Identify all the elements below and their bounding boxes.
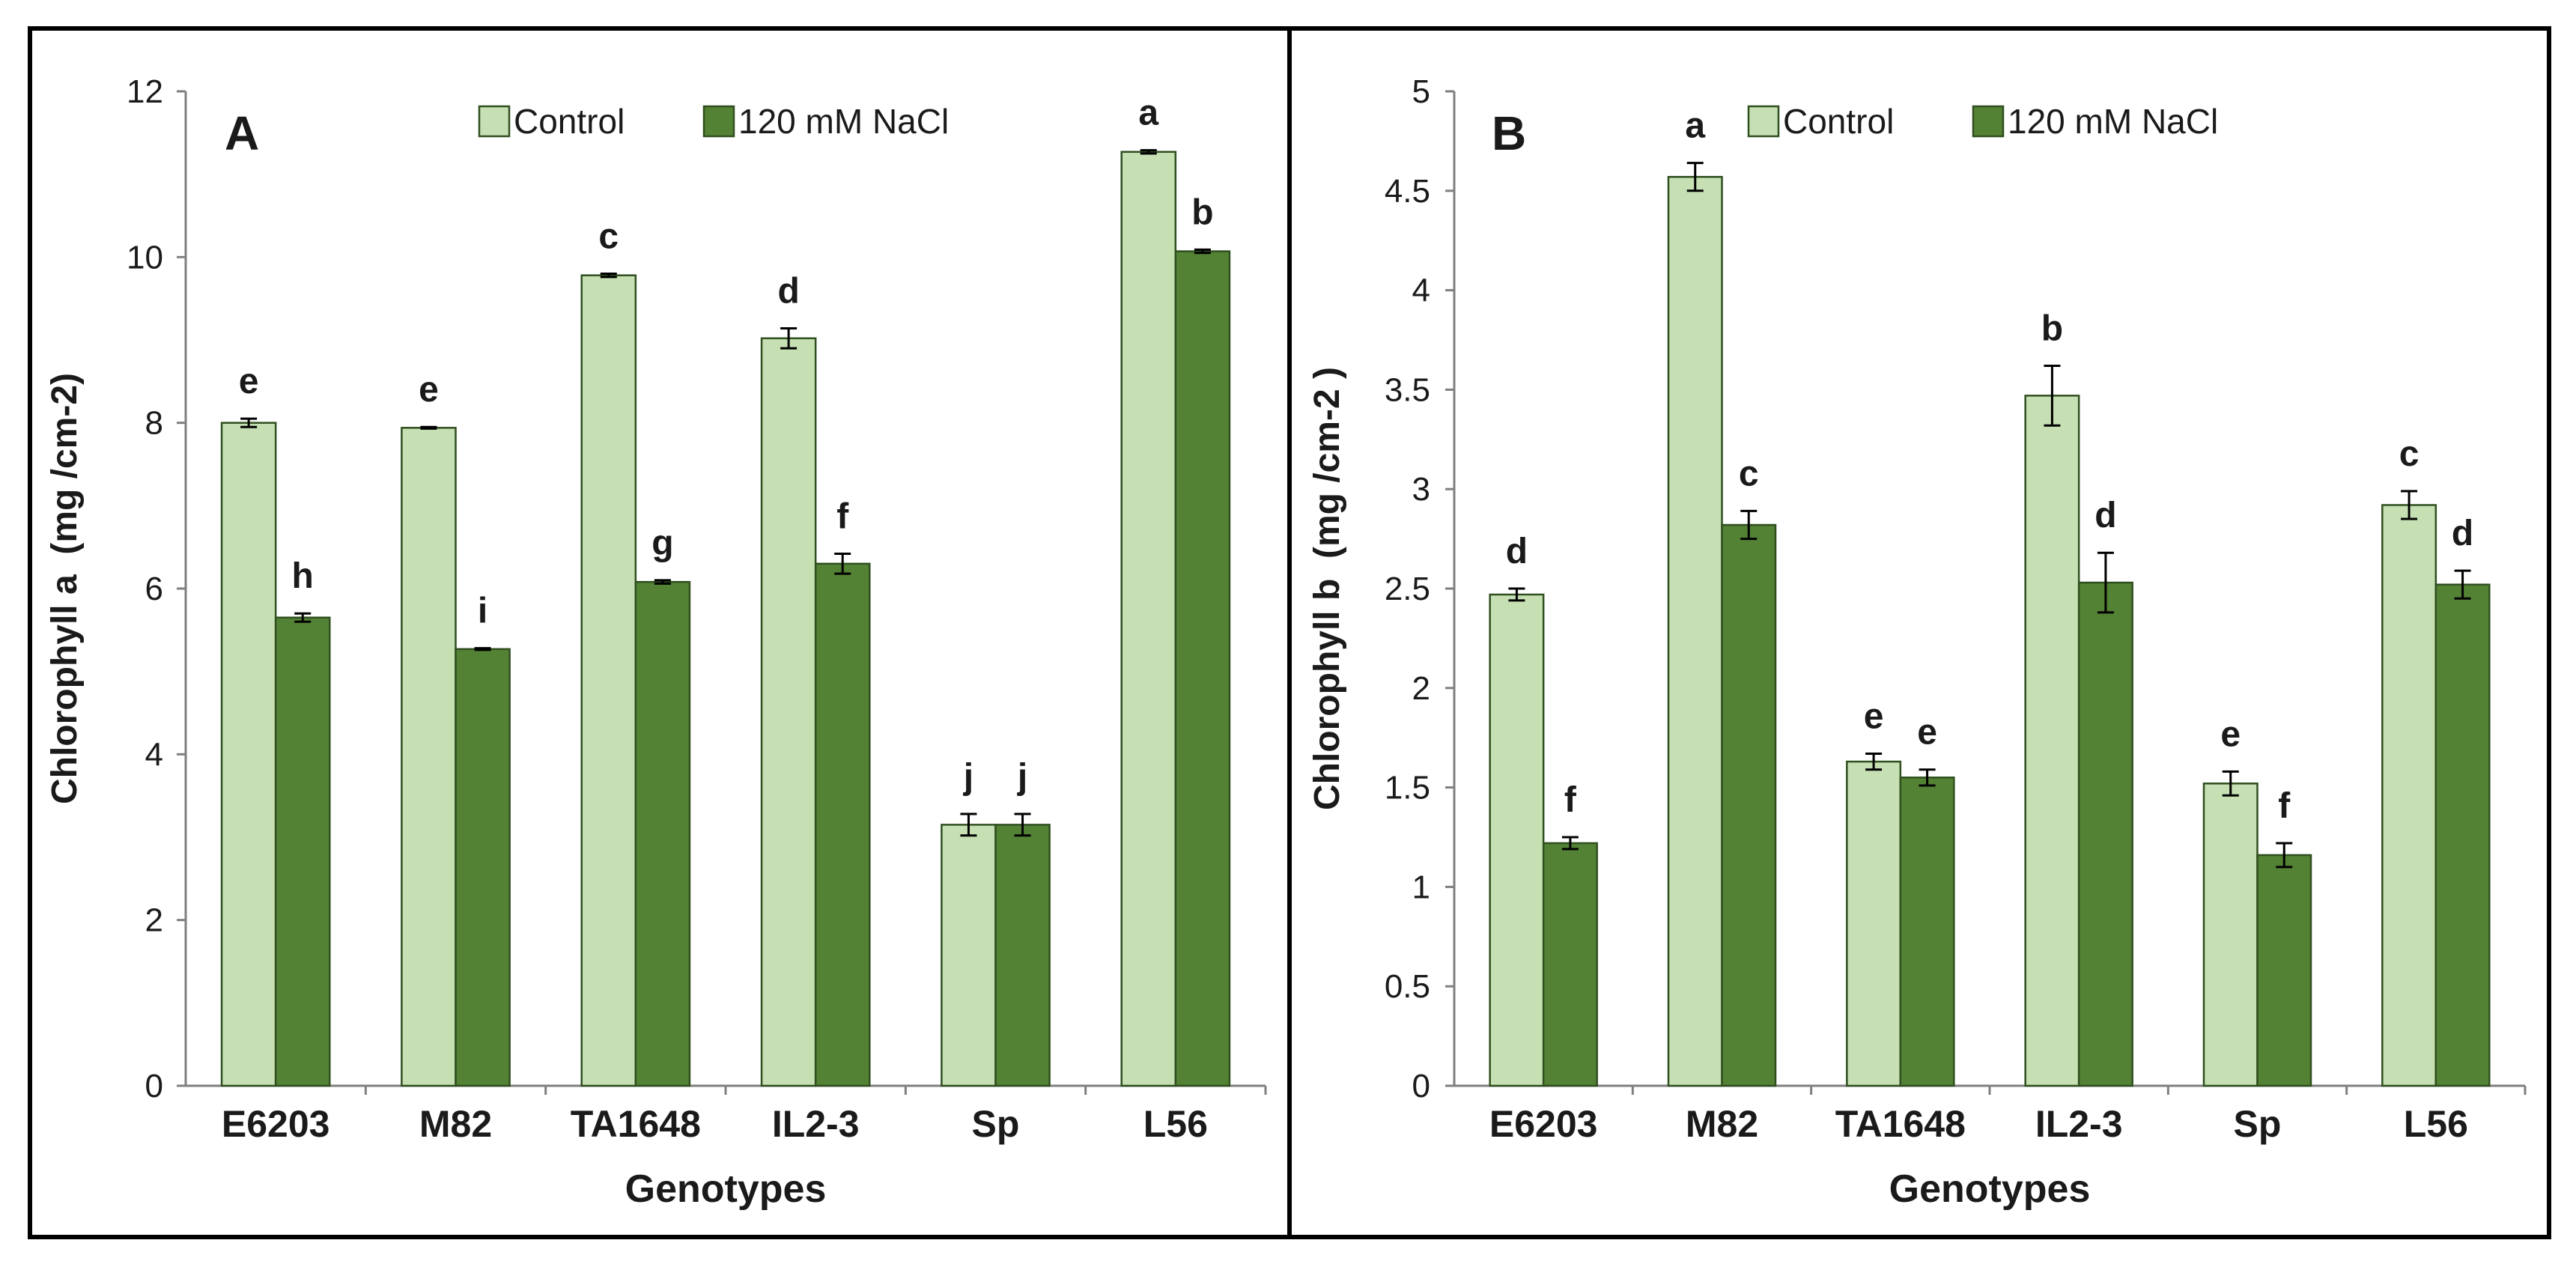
panel-a-bar-control bbox=[580, 274, 637, 1087]
panel-a-significance-letter: e bbox=[239, 362, 259, 401]
panel-a-bar-control bbox=[1120, 151, 1177, 1087]
panel-a-significance-letter: i bbox=[478, 592, 487, 631]
panel-a-y-axis-label: Chlorophyll a (mg /cm-2) bbox=[45, 373, 85, 804]
panel-b-chart: 0 0.5 1 1.5 2 2.5 3 3.5 4 4.5 5 E6203 d f M82 a c TA1648 e… bbox=[1307, 73, 2527, 1211]
panel-a-x-tick-label: TA1648 bbox=[571, 1103, 701, 1145]
panel-b-significance-letter: e bbox=[1917, 713, 1937, 753]
panel-a-significance-letter: d bbox=[777, 272, 799, 312]
panel-a-bar-nacl bbox=[814, 562, 871, 1087]
panel-a-bar-nacl bbox=[455, 648, 511, 1087]
panel-b-x-axis-label: Genotypes bbox=[1889, 1167, 2091, 1211]
panel-b-legend-swatch bbox=[1972, 105, 2005, 138]
panel-b-significance-letter: e bbox=[1864, 696, 1884, 736]
panel-b-x-tick-label: M82 bbox=[1686, 1103, 1758, 1145]
panel-a-significance-letter: a bbox=[1138, 94, 1158, 133]
panel-b-bar-nacl bbox=[2434, 583, 2491, 1087]
panel-b-significance-letter: d bbox=[2094, 496, 2116, 535]
panel-b-y-tick-label: 4 bbox=[1412, 273, 1430, 309]
panel-b-bar-control bbox=[1489, 593, 1545, 1087]
panel-b-frame bbox=[1287, 26, 2551, 1239]
panel-a-x-axis-label: Genotypes bbox=[625, 1167, 827, 1211]
panel-a-y-tick-label: 6 bbox=[145, 571, 163, 607]
panel-a-bar-nacl bbox=[994, 824, 1051, 1087]
panel-b-significance-letter: b bbox=[2041, 309, 2063, 349]
panel-b-bar-nacl bbox=[2077, 581, 2133, 1087]
panel-a-significance-letter: h bbox=[292, 556, 314, 596]
panel-b-significance-letter: d bbox=[2452, 514, 2473, 553]
panel-b-significance-letter: f bbox=[1564, 780, 1577, 820]
panel-b-x-tick-label: Sp bbox=[2234, 1103, 2282, 1145]
panel-b-panel-label: B bbox=[1492, 106, 1526, 160]
panel-b-y-tick-label: 3.5 bbox=[1385, 371, 1430, 408]
panel-b-bar-control bbox=[2202, 783, 2258, 1087]
panel-a-y-tick-label: 8 bbox=[145, 405, 163, 442]
panel-a-significance-letter: e bbox=[419, 370, 439, 410]
panel-a-y-tick-label: 4 bbox=[145, 736, 163, 773]
panel-a-legend-swatch bbox=[478, 105, 511, 138]
panel-b-significance-letter: d bbox=[1506, 532, 1528, 571]
panel-a-y-tick-label: 12 bbox=[127, 73, 163, 110]
panel-b-y-axis-label: Chlorophyll b (mg /cm-2 ) bbox=[1307, 367, 1347, 810]
panel-b-y-tick-label: 0 bbox=[1412, 1068, 1430, 1104]
panel-b-legend-label: Control bbox=[1783, 102, 1894, 141]
panel-a-significance-letter: f bbox=[836, 497, 849, 537]
panel-a-significance-letter: c bbox=[598, 216, 619, 256]
panel-a-x-tick-label: E6203 bbox=[222, 1103, 330, 1145]
panel-a-bar-control bbox=[220, 422, 277, 1087]
panel-b-significance-letter: e bbox=[2220, 714, 2241, 754]
panel-a-x-tick-label: M82 bbox=[419, 1103, 492, 1145]
panel-a-legend-swatch bbox=[702, 105, 735, 138]
panel-a-significance-letter: j bbox=[1017, 757, 1027, 797]
panel-b-legend-swatch bbox=[1747, 105, 1780, 138]
panel-a-significance-letter: b bbox=[1191, 192, 1213, 232]
panel-b-x-tick-label: L56 bbox=[2404, 1103, 2468, 1145]
panel-a-bar-nacl bbox=[1174, 250, 1231, 1087]
panel-b-significance-letter: f bbox=[2278, 786, 2291, 826]
panel-b-x-tick-label: TA1648 bbox=[1835, 1103, 1966, 1145]
panel-b-x-tick-label: E6203 bbox=[1489, 1103, 1598, 1145]
panel-b-y-tick-label: 5 bbox=[1412, 73, 1430, 110]
panel-a-y-tick-label: 10 bbox=[127, 239, 163, 276]
panel-a-x-tick-label: IL2-3 bbox=[772, 1103, 860, 1145]
panel-b-bar-nacl bbox=[2256, 854, 2312, 1087]
panel-b-y-tick-label: 2.5 bbox=[1385, 571, 1430, 607]
panel-b-y-tick-label: 1 bbox=[1412, 869, 1430, 905]
panel-a-chart: 0 2 4 6 8 10 12 E6203 e h M82 e i TA1648 c g IL2-3 d f Sp j j… bbox=[45, 73, 1267, 1211]
panel-a-bar-control bbox=[941, 824, 997, 1087]
panel-b-bar-nacl bbox=[1899, 777, 1955, 1087]
panel-b-significance-letter: a bbox=[1685, 106, 1705, 146]
panel-b-y-tick-label: 0.5 bbox=[1385, 968, 1430, 1005]
panel-a-bar-nacl bbox=[274, 616, 331, 1087]
panel-b-bar-control bbox=[2024, 395, 2080, 1087]
panel-b-significance-letter: c bbox=[2399, 434, 2419, 474]
panel-b-y-tick-label: 1.5 bbox=[1385, 770, 1430, 806]
panel-b-bar-control bbox=[1846, 760, 1902, 1087]
panel-a-legend-label: Control bbox=[514, 102, 625, 141]
panel-a-significance-letter: j bbox=[963, 757, 973, 797]
panel-b-y-tick-label: 2 bbox=[1412, 670, 1430, 707]
panel-b-y-tick-label: 3 bbox=[1412, 471, 1430, 508]
panel-b-x-tick-label: IL2-3 bbox=[2035, 1103, 2123, 1145]
panel-b-bar-control bbox=[2381, 504, 2437, 1087]
panel-b-legend-label: 120 mM NaCl bbox=[2008, 102, 2218, 141]
panel-a-bar-nacl bbox=[634, 580, 691, 1087]
panel-a-bar-control bbox=[760, 337, 817, 1087]
panel-b-bar-nacl bbox=[1721, 523, 1777, 1087]
panel-a-bar-control bbox=[401, 427, 457, 1087]
panel-a-y-tick-label: 2 bbox=[145, 902, 163, 939]
panel-a-legend-label: 120 mM NaCl bbox=[738, 102, 949, 141]
panel-b-bar-control bbox=[1667, 175, 1723, 1087]
panel-a-x-tick-label: L56 bbox=[1143, 1103, 1208, 1145]
panel-a-x-tick-label: Sp bbox=[972, 1103, 1020, 1145]
panel-b-significance-letter: c bbox=[1739, 454, 1759, 493]
panel-b-y-tick-label: 4.5 bbox=[1385, 173, 1430, 210]
panel-a-panel-label: A bbox=[225, 106, 259, 160]
panel-a-y-tick-label: 0 bbox=[145, 1068, 163, 1104]
panel-b-bar-nacl bbox=[1542, 842, 1598, 1087]
panel-a-significance-letter: g bbox=[651, 523, 673, 563]
